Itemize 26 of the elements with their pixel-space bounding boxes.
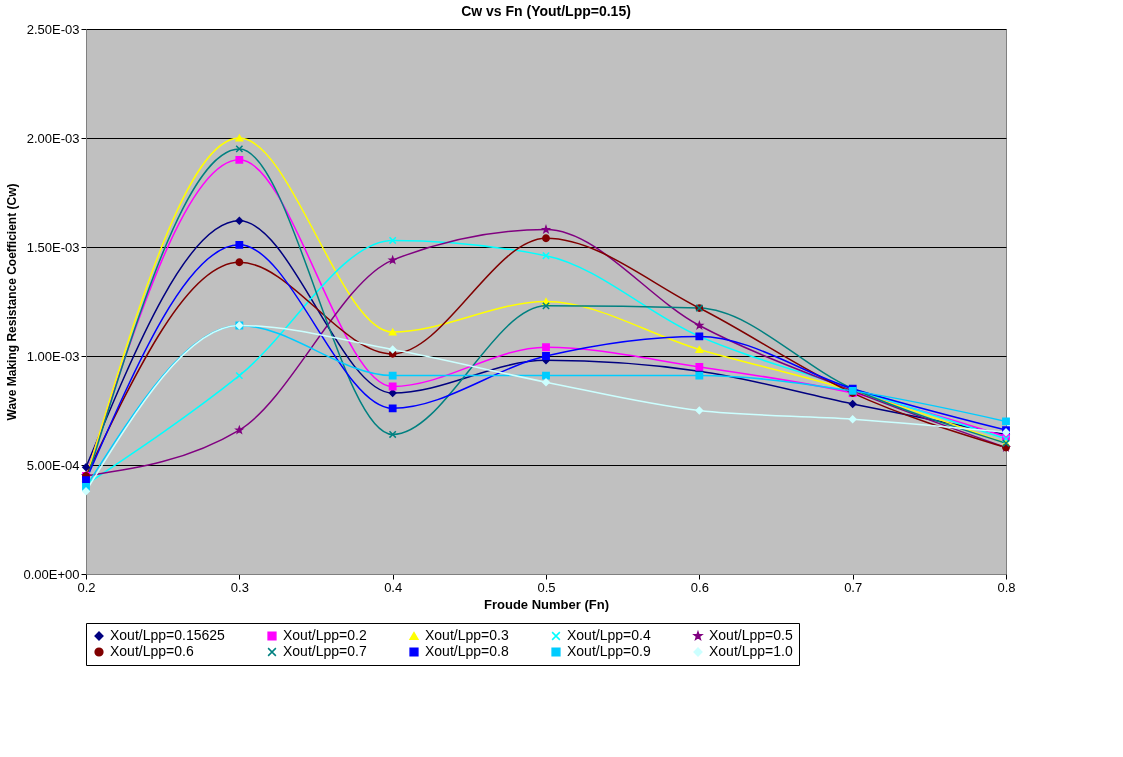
x-tick-label: 0.2 [77, 579, 96, 595]
y-tick-label: 0.00E+00 [23, 566, 80, 582]
x-tick-label: 0.6 [690, 579, 709, 595]
x-tick-label: 0.5 [537, 579, 556, 595]
legend-label: Xout/Lpp=0.15625 [110, 627, 226, 643]
y-tick-label: 1.50E-03 [26, 239, 80, 255]
legend-label: Xout/Lpp=0.9 [567, 643, 651, 659]
legend-label: Xout/Lpp=0.3 [425, 627, 509, 643]
legend-label: Xout/Lpp=0.5 [709, 627, 793, 643]
legend-label: Xout/Lpp=0.8 [425, 643, 509, 659]
legend-label: Xout/Lpp=0.2 [283, 627, 367, 643]
legend-label: Xout/Lpp=0.6 [110, 643, 194, 659]
legend-label: Xout/Lpp=1.0 [709, 643, 793, 659]
y-tick-label: 2.00E-03 [26, 130, 80, 146]
y-tick-label: 5.00E-04 [26, 457, 80, 473]
y-axis-title: Wave Making Resistance Coefficient (Cw) [5, 183, 20, 421]
x-tick-label: 0.8 [997, 579, 1016, 595]
x-tick-label: 0.4 [384, 579, 403, 595]
legend-label: Xout/Lpp=0.7 [283, 643, 367, 659]
y-tick-label: 2.50E-03 [26, 21, 80, 37]
chart-title: Cw vs Fn (Yout/Lpp=0.15) [461, 3, 631, 19]
x-tick-label: 0.3 [230, 579, 249, 595]
legend-label: Xout/Lpp=0.4 [567, 627, 651, 643]
x-axis-title: Froude Number (Fn) [484, 596, 609, 612]
x-tick-label: 0.7 [844, 579, 863, 595]
y-tick-label: 1.00E-03 [26, 348, 80, 364]
